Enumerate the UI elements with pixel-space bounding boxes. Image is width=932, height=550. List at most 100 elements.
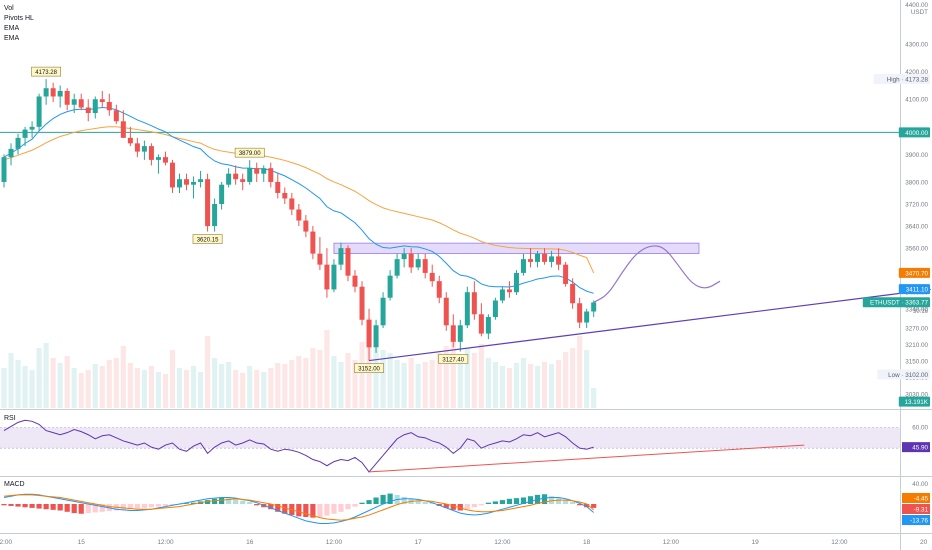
price-tag: [898, 396, 930, 407]
volume-bar: [190, 366, 197, 408]
candle: [240, 173, 246, 191]
candle-body: [352, 275, 358, 287]
candle: [429, 264, 435, 287]
volume-bar: [394, 360, 400, 408]
candle: [78, 93, 84, 111]
macd-bar: [15, 504, 21, 507]
x-tick-label: 18: [583, 539, 591, 546]
candle-body: [535, 253, 541, 262]
volume-bar: [78, 373, 84, 408]
candle-body: [36, 96, 42, 127]
macd-bar: [226, 498, 232, 504]
candle: [345, 245, 351, 282]
volume-bar: [212, 358, 218, 408]
legend-item-pivots[interactable]: Pivots HL: [4, 15, 34, 22]
candle-body: [254, 168, 260, 174]
macd-bar: [240, 500, 246, 504]
y-tick-label: 3560.00: [905, 246, 928, 253]
candle-body: [198, 179, 204, 182]
y-tick-label: 3270.00: [905, 326, 928, 333]
x-tick-label: 17: [415, 539, 423, 546]
y-tick-label: 3800.00: [905, 179, 928, 186]
candle-body: [50, 88, 56, 97]
candle-body: [275, 181, 281, 193]
candle: [226, 168, 232, 188]
candle-body: [212, 204, 218, 227]
volume-bar: [373, 348, 379, 408]
price-tag-label: Low · 3102.00: [888, 372, 928, 379]
candle: [499, 286, 505, 304]
candle: [520, 253, 526, 276]
macd-bar: [485, 502, 491, 504]
candle: [106, 93, 112, 116]
x-tick-label: 20: [920, 539, 928, 546]
volume-bar: [226, 362, 232, 408]
volume-bar: [141, 370, 147, 408]
volume-bar: [499, 366, 506, 408]
macd-bar: [317, 504, 323, 517]
candle: [317, 237, 323, 271]
candle-body: [563, 264, 569, 284]
candle: [443, 292, 449, 331]
macd-bar: [555, 498, 562, 504]
candle: [478, 303, 484, 337]
candle: [464, 286, 470, 329]
candle: [513, 270, 519, 295]
volume-bar: [591, 388, 597, 408]
x-tick-label: 19: [752, 539, 760, 546]
volume-bar: [233, 370, 239, 408]
candle: [401, 248, 407, 268]
candle-body: [506, 289, 512, 293]
macd-bar: [50, 504, 56, 510]
candle: [296, 204, 302, 227]
candle-body: [268, 168, 274, 182]
candle-body: [296, 209, 302, 221]
candle-body: [556, 256, 562, 265]
macd-bar: [520, 497, 527, 504]
macd-bar: [591, 504, 597, 508]
legend-item-ema-2[interactable]: EMA: [4, 35, 20, 42]
macd-bar: [366, 500, 372, 504]
candle-body: [64, 90, 70, 105]
candle: [436, 275, 442, 304]
candle-body: [478, 314, 484, 334]
volume-bar: [584, 350, 590, 408]
volume-bar: [106, 360, 112, 408]
y-tick-label: 3900.00: [905, 152, 928, 159]
volume-bar: [64, 356, 70, 408]
legend-item-ema-1[interactable]: EMA: [4, 25, 20, 32]
candle-body: [113, 110, 119, 122]
candle: [120, 110, 126, 138]
x-tick-label: 12:00: [663, 539, 680, 546]
candle-body: [429, 272, 435, 282]
candle: [169, 159, 175, 193]
candle-body: [43, 88, 49, 97]
volume-bar: [331, 356, 337, 408]
macd-bar: [422, 502, 428, 504]
volume-bar: [527, 364, 534, 408]
volume-bar: [183, 370, 190, 408]
volume-bar: [443, 346, 449, 408]
candle: [1, 154, 7, 188]
legend-item-vol[interactable]: Vol: [4, 5, 14, 12]
candle: [422, 253, 428, 279]
candle-body: [29, 126, 35, 130]
macd-bar: [155, 504, 162, 507]
volume-bar: [127, 363, 133, 408]
candle-body: [359, 286, 365, 320]
volume-bar: [520, 358, 527, 408]
candle: [549, 250, 555, 268]
volume-bar: [422, 362, 428, 408]
price-tag-label: 3411.10: [906, 287, 929, 294]
candle: [556, 248, 562, 271]
volume-bar: [408, 358, 414, 408]
candle-body: [331, 264, 337, 290]
macd-bar: [373, 497, 379, 504]
volume-bar: [176, 368, 183, 408]
volume-bar: [92, 364, 98, 408]
pivot-label: 3620.15: [197, 238, 219, 244]
candle: [457, 319, 463, 352]
candle-body: [443, 297, 449, 326]
candle-body: [106, 102, 112, 111]
